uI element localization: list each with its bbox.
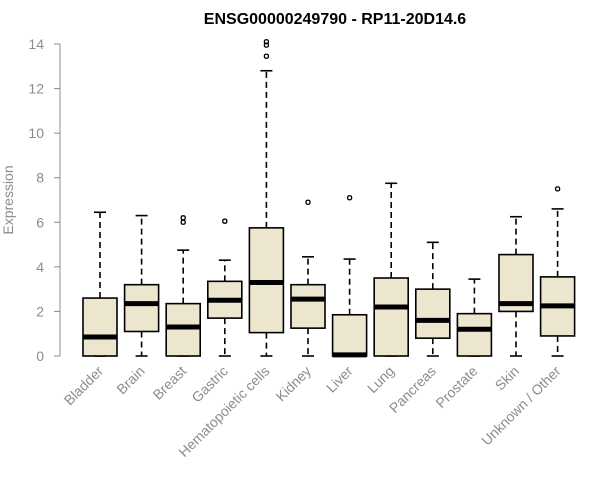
box-4	[248, 39, 285, 357]
x-tick-label: Liver	[323, 363, 356, 396]
box-iqr	[414, 288, 451, 339]
x-tick-label: Prostate	[432, 363, 480, 411]
box-11	[539, 186, 576, 357]
box-1	[123, 214, 160, 357]
y-tick-label: 14	[28, 36, 44, 52]
box-8	[414, 241, 451, 357]
box-iqr	[331, 313, 368, 357]
outlier-point	[180, 215, 186, 221]
y-tick-label: 4	[36, 259, 44, 275]
x-tick-label: Lung	[364, 363, 397, 396]
y-axis-ticks: 0 2 4 6 8 10 12 14	[28, 36, 60, 364]
chart-title: ENSG00000249790 - RP11-20D14.6	[204, 11, 467, 28]
y-axis-label: Expression	[0, 165, 16, 234]
box-7	[373, 182, 410, 357]
box-10	[498, 215, 534, 357]
x-tick-label: Bladder	[61, 363, 107, 409]
outlier-point	[346, 195, 353, 201]
box-iqr	[82, 297, 118, 357]
box-3	[207, 218, 243, 357]
box-iqr	[456, 312, 493, 357]
outlier-point	[180, 219, 186, 225]
y-tick-label: 8	[36, 170, 44, 186]
y-tick-label: 6	[36, 214, 44, 230]
y-tick-label: 12	[28, 81, 44, 97]
box-iqr	[165, 302, 201, 357]
outlier-point	[263, 42, 270, 48]
box-9	[456, 278, 493, 357]
boxes-group	[82, 39, 576, 358]
y-tick-label: 2	[36, 303, 44, 319]
y-tick-label: 0	[36, 348, 44, 364]
x-tick-label: Skin	[492, 363, 523, 394]
outlier-point	[263, 53, 270, 59]
x-tick-label: Unknown / Other	[478, 363, 564, 449]
x-tick-label: Brain	[113, 363, 147, 397]
box-iqr	[373, 277, 410, 357]
box-5	[290, 199, 326, 357]
x-tick-label: Kidney	[273, 363, 315, 405]
y-tick-label: 10	[28, 125, 44, 141]
box-iqr	[123, 283, 160, 333]
outlier-point	[305, 199, 311, 205]
outlier-point	[263, 39, 270, 45]
box-iqr	[290, 283, 326, 329]
box-6	[331, 195, 368, 358]
outlier-point	[554, 186, 561, 192]
x-tick-label: Breast	[149, 363, 189, 403]
box-2	[165, 215, 201, 357]
outlier-point	[222, 218, 228, 224]
box-0	[82, 211, 118, 357]
